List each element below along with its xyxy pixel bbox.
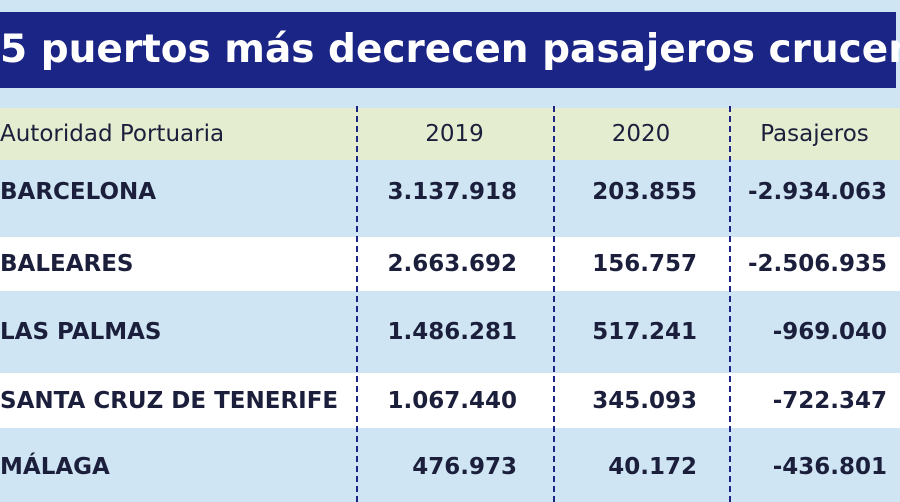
port-name: MÁLAGA — [0, 454, 110, 480]
number-cell: 1.486.281 — [387, 319, 518, 345]
number-cell: -2.934.063 — [747, 179, 887, 205]
port-name: SANTA CRUZ DE TENERIFE — [0, 388, 339, 414]
header-band — [0, 108, 900, 160]
row-band — [0, 373, 900, 428]
number-cell: 2.663.692 — [387, 251, 518, 277]
row-band — [0, 237, 900, 291]
number-cell: -969.040 — [772, 319, 887, 345]
number-cell: 1.067.440 — [387, 388, 518, 414]
port-name: BALEARES — [0, 251, 134, 277]
number-cell: 3.137.918 — [387, 179, 518, 205]
number-cell: 40.172 — [608, 454, 697, 480]
header-cell: Autoridad Portuaria — [0, 121, 225, 147]
number-cell: 476.973 — [412, 454, 517, 480]
number-cell: -436.801 — [772, 454, 887, 480]
header-cell: 2019 — [425, 121, 484, 147]
number-cell: 203.855 — [592, 179, 697, 205]
title: 5 puertos más decrecen pasajeros crucero — [0, 27, 900, 72]
column-divider — [553, 106, 555, 502]
column-divider — [356, 106, 358, 502]
number-cell: -2.506.935 — [747, 251, 887, 277]
column-divider — [729, 106, 731, 502]
number-cell: -722.347 — [772, 388, 887, 414]
header-cell: 2020 — [611, 121, 671, 147]
title-bar: 5 puertos más decrecen pasajeros crucero — [0, 12, 900, 88]
number-cell: 345.093 — [592, 388, 697, 414]
number-cell: 517.241 — [592, 319, 697, 345]
header-cell: Pasajeros — [760, 121, 869, 147]
port-name: LAS PALMAS — [0, 319, 162, 345]
number-cell: 156.757 — [592, 251, 697, 277]
port-name: BARCELONA — [0, 179, 157, 205]
